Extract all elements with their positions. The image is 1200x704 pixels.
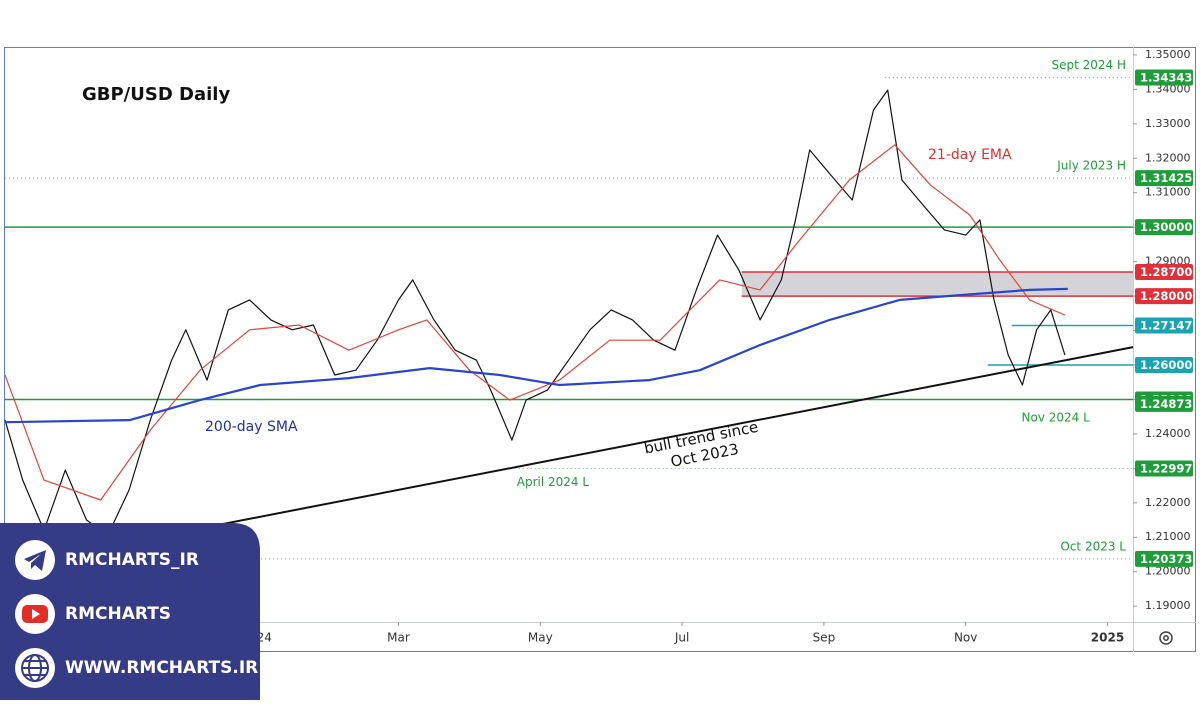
x-tick-label: Jul (674, 631, 689, 645)
level-tag-label: 1.27147 (1140, 318, 1192, 332)
watermark-text: WWW.RMCHARTS.IR (65, 658, 258, 678)
level-note: Sept 2024 H (1051, 58, 1126, 72)
level-tag (1135, 219, 1193, 236)
level-tag (1135, 317, 1193, 334)
y-tick-label: 1.19000 (1145, 599, 1191, 612)
level-tag (1135, 288, 1193, 305)
level-tag-label: 1.26000 (1140, 358, 1192, 372)
y-tick-label: 1.24000 (1145, 427, 1191, 440)
x-tick-label: Nov (954, 631, 977, 645)
settings-icon[interactable] (1159, 631, 1173, 645)
watermark-text: RMCHARTS_IR (65, 550, 199, 570)
chart-title: GBP/USD Daily (82, 84, 230, 105)
resistance-zone (741, 271, 1133, 297)
y-tick-label: 1.31000 (1145, 186, 1191, 199)
x-tick-label: Sep (813, 631, 836, 645)
telegram-glyph (24, 550, 46, 571)
x-tick-label: Mar (387, 631, 410, 645)
level-tag-label: 1.28700 (1140, 265, 1192, 279)
level-tag-label: 1.22997 (1140, 461, 1192, 475)
level-tag-label: 1.34343 (1140, 71, 1192, 85)
y-tick-label: 1.35000 (1145, 48, 1191, 61)
globe-glyph (21, 654, 49, 682)
y-tick-label: 1.21000 (1145, 530, 1191, 543)
watermark-panel (0, 523, 260, 700)
trendline (99, 346, 1134, 549)
level-note: Nov 2024 L (1022, 410, 1091, 424)
y-tick-label: 1.22000 (1145, 496, 1191, 509)
price-line (4, 287, 1068, 424)
watermark-text: RMCHARTS (65, 604, 171, 624)
y-tick-label: 1.34000 (1145, 82, 1191, 95)
ema-label: 21-day EMA (928, 147, 1012, 163)
x-tick-label: 2025 (1091, 631, 1124, 645)
watermark: RMCHARTS_IR RMCHARTS WWW.RMCHARTS.IR (0, 523, 260, 700)
price-line (4, 89, 1066, 536)
level-tag-label: 1.20373 (1140, 552, 1192, 566)
level-note: April 2024 L (517, 475, 590, 489)
level-tag-label: 1.31425 (1140, 171, 1192, 185)
price-line (4, 144, 1066, 501)
level-tag-label: 1.28000 (1140, 289, 1192, 303)
sma-label: 200-day SMA (205, 419, 298, 435)
y-tick-label: 1.20000 (1145, 565, 1191, 578)
y-tick-label: 1.32000 (1145, 151, 1191, 164)
y-tick-label: 1.33000 (1145, 117, 1191, 130)
level-tag (1135, 356, 1193, 373)
level-tag (1135, 460, 1193, 477)
level-tag (1135, 550, 1193, 567)
level-tag (1135, 170, 1193, 187)
level-note: Oct 2023 L (1060, 539, 1126, 553)
x-tick-label: May (528, 631, 553, 645)
level-tag (1135, 395, 1193, 412)
level-tag-label: 1.30000 (1140, 220, 1192, 234)
level-tag (1135, 69, 1193, 86)
level-tag-label: 1.24873 (1140, 397, 1192, 411)
level-tag (1135, 263, 1193, 280)
youtube-play (32, 609, 40, 619)
level-note: July 2023 H (1056, 159, 1126, 173)
